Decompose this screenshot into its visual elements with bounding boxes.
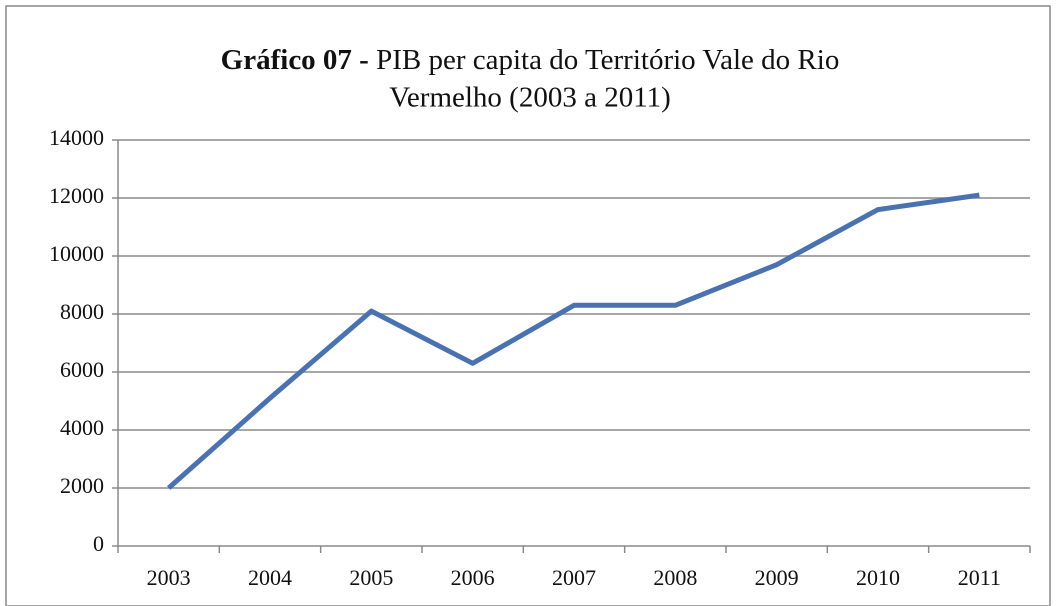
chart-frame <box>5 5 1051 606</box>
x-tick-label: 2004 <box>248 565 292 590</box>
x-tick-label: 2010 <box>856 565 900 590</box>
title-bold: Gráfico 07 - <box>221 44 369 76</box>
chart-title: Gráfico 07 - PIB per capita do Territóri… <box>221 44 840 76</box>
y-tick-label: 8000 <box>60 299 104 324</box>
x-tick-label: 2003 <box>147 565 191 590</box>
y-tick-label: 0 <box>93 531 104 556</box>
x-tick-label: 2007 <box>552 565 596 590</box>
x-tick-label: 2011 <box>958 565 1001 590</box>
x-tick-label: 2005 <box>349 565 393 590</box>
y-tick-label: 6000 <box>60 357 104 382</box>
x-tick-label: 2006 <box>451 565 495 590</box>
y-tick-label: 4000 <box>60 415 104 440</box>
title-line: Vermelho (2003 a 2011) <box>389 82 671 114</box>
title-line: PIB per capita do Território Vale do Rio <box>376 44 839 76</box>
y-tick-label: 12000 <box>49 183 104 208</box>
y-tick-label: 2000 <box>60 473 104 498</box>
data-line <box>167 192 980 490</box>
x-tick-label: 2009 <box>755 565 799 590</box>
y-tick-label: 10000 <box>49 241 104 266</box>
y-tick-label: 14000 <box>49 125 104 150</box>
x-tick-label: 2008 <box>653 565 697 590</box>
